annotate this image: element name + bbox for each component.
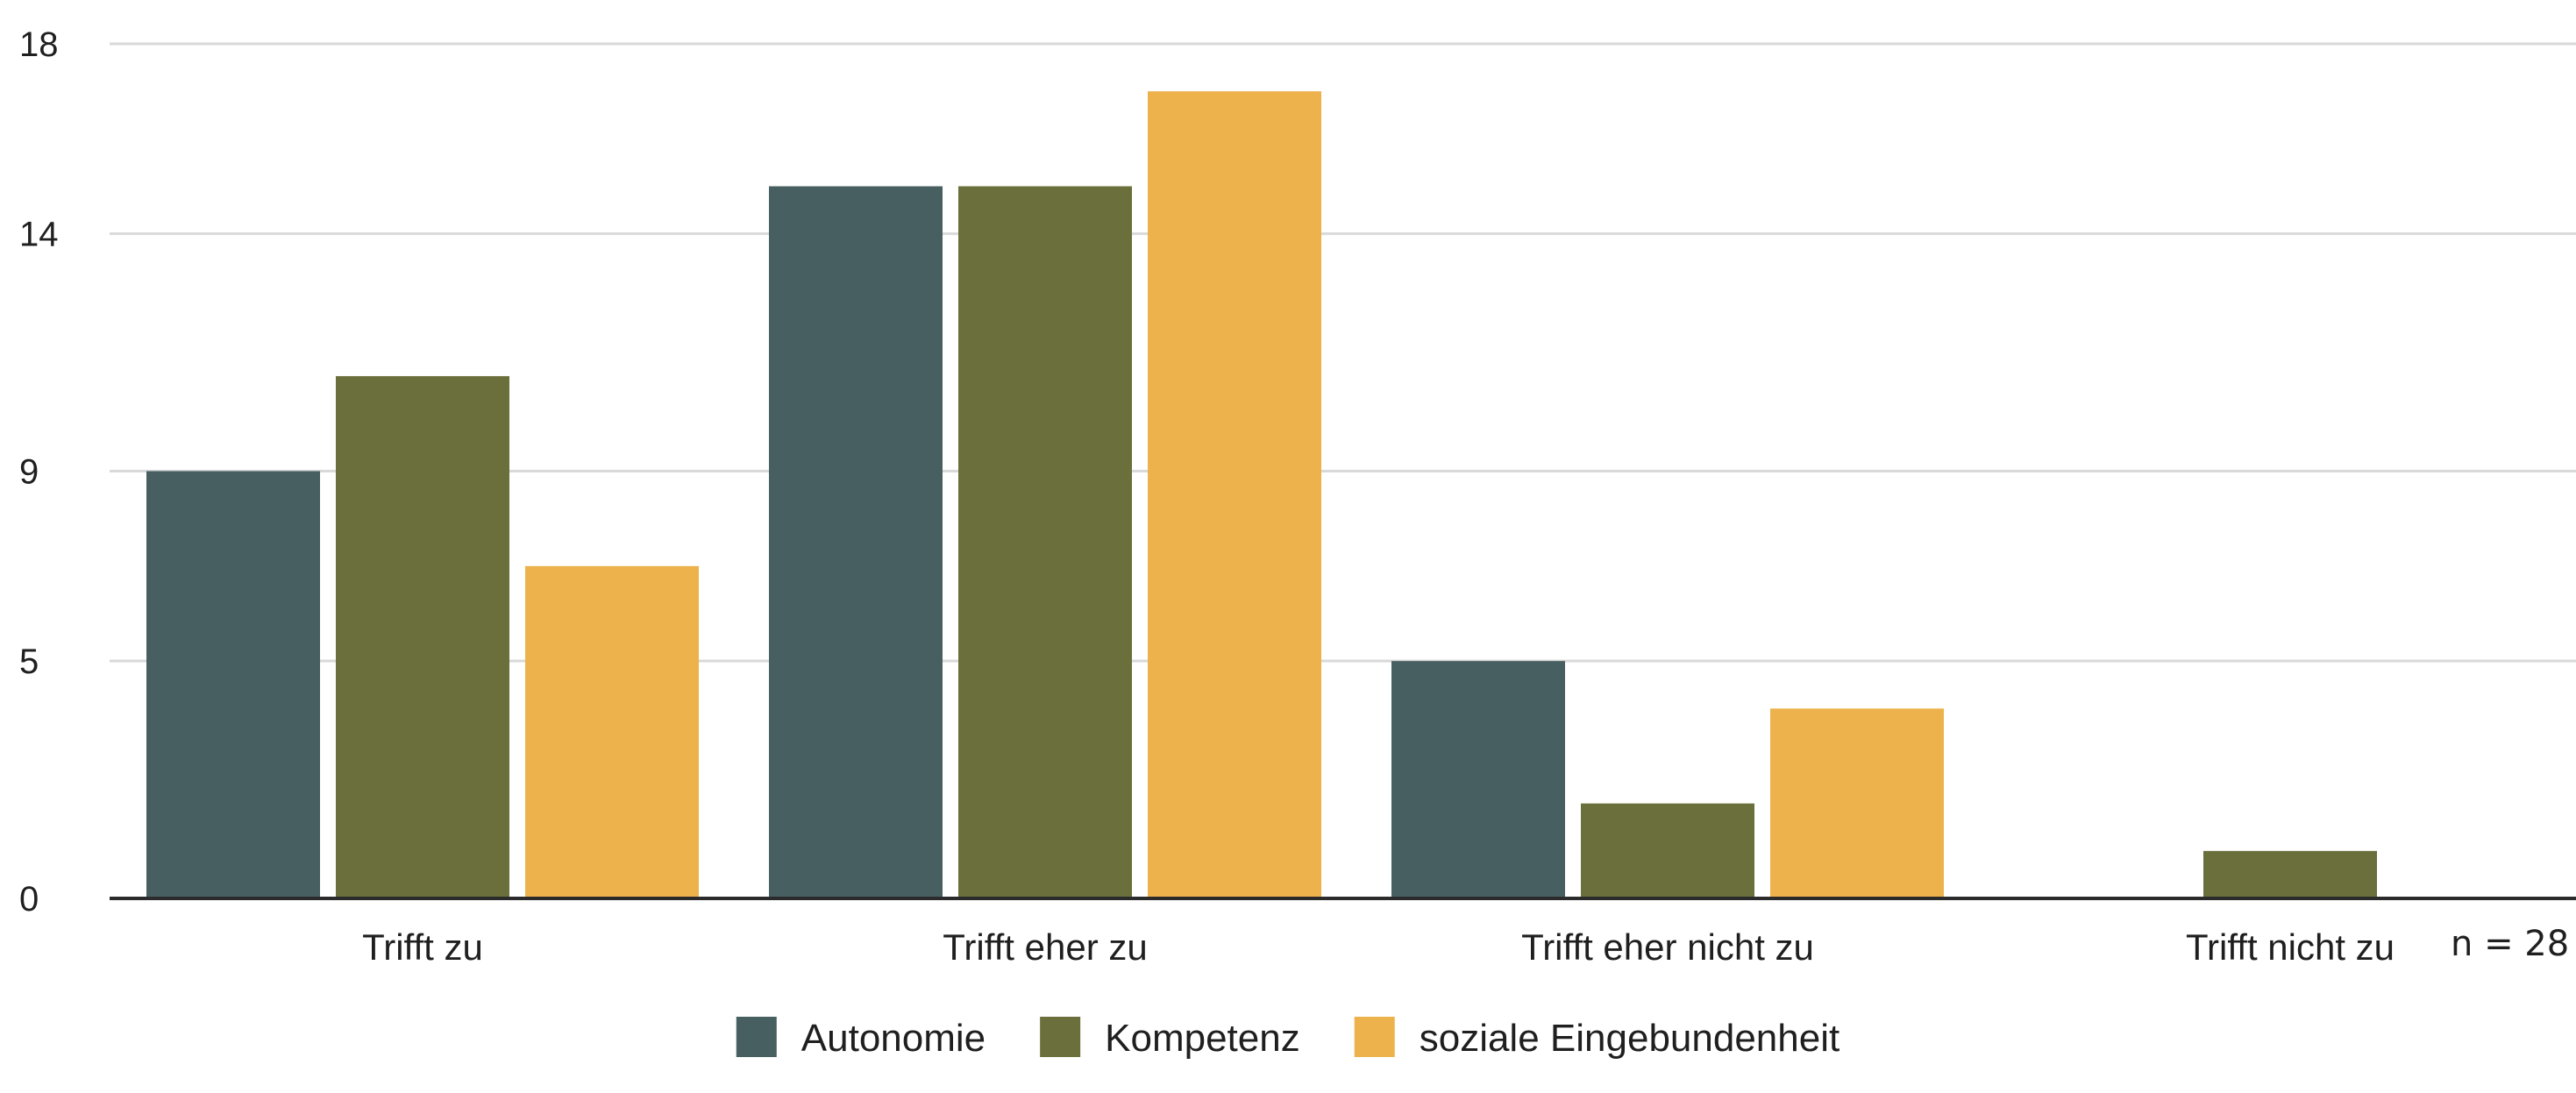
bar-kompetenz <box>336 376 509 899</box>
legend-swatch-soziale-eingebundenheit <box>1354 1017 1395 1057</box>
y-tick-label: 9 <box>19 453 39 492</box>
bar-autonomie <box>769 186 943 898</box>
legend-swatch-autonomie <box>736 1017 777 1057</box>
y-tick-label: 14 <box>19 216 59 254</box>
bar-autonomie <box>1391 661 1565 898</box>
grid-layer <box>110 42 2576 663</box>
legend-swatch-kompetenz <box>1040 1017 1081 1057</box>
x-category-label: Trifft eher zu <box>943 926 1147 968</box>
y-tick-label: 0 <box>19 880 39 919</box>
bar-soziale-eingebundenheit <box>525 565 699 898</box>
y-tick-label: 5 <box>19 642 39 681</box>
legend: Autonomie Kompetenz soziale Eingebundenhei… <box>736 1017 1840 1060</box>
x-category-label: Trifft zu <box>362 926 483 968</box>
bar-kompetenz <box>1581 803 1754 898</box>
bar-soziale-eingebundenheit <box>1148 91 1321 898</box>
y-tick-label: 18 <box>19 25 59 64</box>
bar-autonomie <box>146 471 320 898</box>
axis-layer: 0 5 9 14 18 Trifft zu Trifft eher zu Trifft ehe… <box>19 25 2576 968</box>
legend-label: Kompetenz <box>1105 1017 1300 1060</box>
sample-size-note: n = 28 <box>2451 924 2569 964</box>
bar-kompetenz <box>958 186 1132 898</box>
bar-kompetenz <box>2203 850 2377 898</box>
bar-layer <box>146 91 2377 899</box>
x-category-label: Trifft eher nicht zu <box>1521 926 1814 968</box>
x-category-label: Trifft nicht zu <box>2186 926 2395 968</box>
legend-label: soziale Eingebundenheit <box>1420 1017 1840 1060</box>
legend-label: Autonomie <box>801 1017 986 1060</box>
bar-soziale-eingebundenheit <box>1770 708 1944 898</box>
